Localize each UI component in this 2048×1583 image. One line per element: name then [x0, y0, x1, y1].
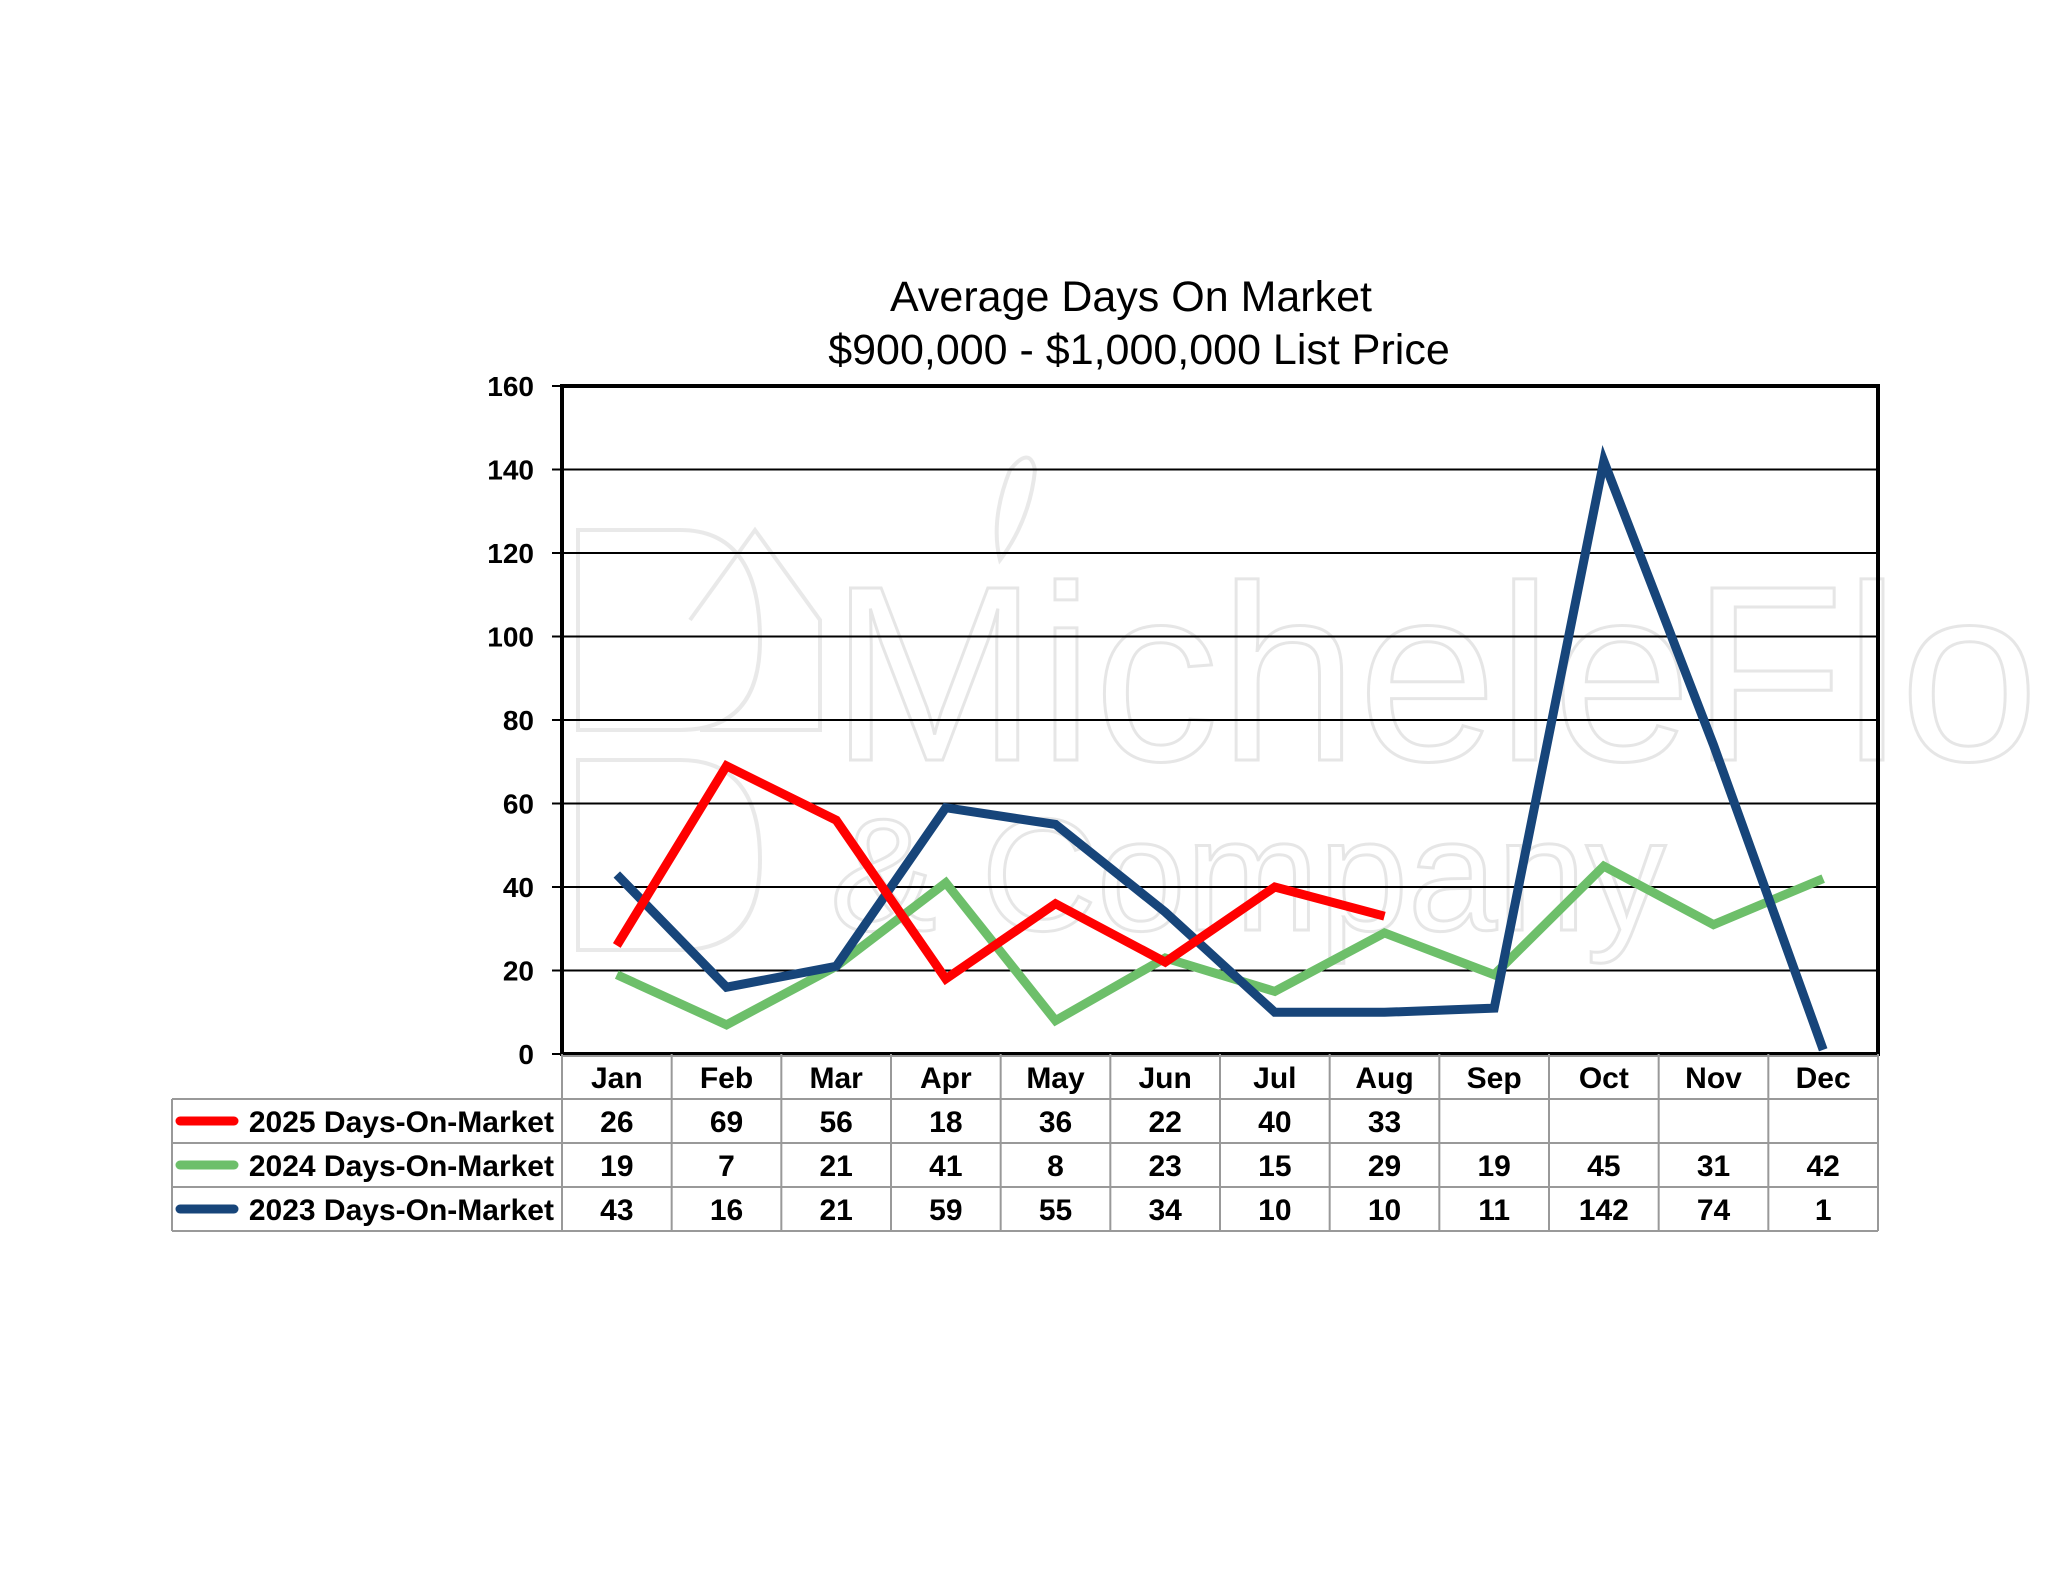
x-tick-label: Apr — [920, 1062, 972, 1095]
gridlines — [562, 468, 1878, 972]
x-tick-label: Sep — [1467, 1062, 1522, 1095]
table-cell: 1 — [1815, 1194, 1832, 1227]
table-cell: 18 — [929, 1106, 962, 1139]
y-tick-label: 60 — [503, 789, 534, 820]
table-cell: 19 — [1477, 1150, 1510, 1183]
table-cell: 142 — [1579, 1194, 1629, 1227]
x-tick-label: Nov — [1685, 1062, 1742, 1095]
y-tick-label: 80 — [503, 705, 534, 736]
table-cell: 21 — [819, 1194, 852, 1227]
table-cell: 41 — [929, 1150, 962, 1183]
chart-subtitle: $900,000 - $1,000,000 List Price — [828, 326, 1450, 374]
table-cell: 40 — [1258, 1106, 1291, 1139]
legend-label: 2024 Days-On-Market — [249, 1150, 554, 1183]
series-lines — [612, 445, 1828, 1052]
table-cell: 15 — [1258, 1150, 1291, 1183]
table-cell: 36 — [1039, 1106, 1072, 1139]
table-cell: 22 — [1148, 1106, 1181, 1139]
table-cell: 56 — [819, 1106, 852, 1139]
y-tick-label: 140 — [487, 455, 534, 486]
table-cell: 8 — [1047, 1150, 1064, 1183]
table-cell: 7 — [718, 1150, 735, 1183]
table-cell: 33 — [1368, 1106, 1401, 1139]
x-tick-label: Aug — [1355, 1062, 1413, 1095]
table-cell: 42 — [1806, 1150, 1839, 1183]
y-tick-label: 100 — [487, 622, 534, 653]
series-line-2025 — [612, 760, 1386, 986]
data-table: Jan Feb Mar Apr May Jun Jul Aug Sep Oct Nov Dec 2025… — [171, 1054, 1879, 1232]
table-cell: 10 — [1258, 1194, 1291, 1227]
y-tick-label: 40 — [503, 872, 534, 903]
table-cell: 31 — [1697, 1150, 1730, 1183]
x-tick-label: Mar — [809, 1062, 863, 1095]
table-cell: 21 — [819, 1150, 852, 1183]
house-logo-icon — [576, 455, 1038, 952]
table-cell: 43 — [600, 1194, 633, 1227]
series-line-2024 — [614, 860, 1825, 1030]
legend-label: 2023 Days-On-Market — [249, 1194, 554, 1227]
table-cell: 74 — [1697, 1194, 1731, 1227]
table-cell: 69 — [710, 1106, 743, 1139]
y-tick-label: 20 — [503, 956, 534, 987]
y-tick-label: 160 — [487, 371, 534, 402]
x-tick-label: Feb — [700, 1062, 753, 1095]
x-tick-label: Jan — [591, 1062, 643, 1095]
x-tick-label: Oct — [1579, 1062, 1629, 1095]
x-tick-label: Jul — [1253, 1062, 1296, 1095]
table-cell: 23 — [1148, 1150, 1181, 1183]
legend-label: 2025 Days-On-Market — [249, 1106, 554, 1139]
watermark: MicheleFlory & Company — [576, 455, 2048, 966]
table-cell: 19 — [600, 1150, 633, 1183]
table-cell: 29 — [1368, 1150, 1401, 1183]
table-cell: 59 — [929, 1194, 962, 1227]
table-cell: 55 — [1039, 1194, 1072, 1227]
x-tick-label: Jun — [1138, 1062, 1191, 1095]
watermark-text: MicheleFlory — [830, 534, 2048, 813]
table-cell: 11 — [1478, 1194, 1510, 1227]
table-cell: 34 — [1148, 1194, 1182, 1227]
y-tick-label: 0 — [518, 1039, 534, 1070]
table-cell: 26 — [600, 1106, 633, 1139]
table-cell: 45 — [1587, 1150, 1620, 1183]
x-tick-label: Dec — [1796, 1062, 1851, 1095]
series-line-2023 — [613, 445, 1828, 1052]
y-tick-label: 120 — [487, 538, 534, 569]
y-axis-ticks: 0 20 40 60 80 100 120 140 160 — [487, 371, 562, 1070]
table-cell: 10 — [1368, 1194, 1401, 1227]
table-cell: 16 — [710, 1194, 743, 1227]
x-tick-label: May — [1026, 1062, 1085, 1095]
chart-title: Average Days On Market — [890, 273, 1372, 321]
